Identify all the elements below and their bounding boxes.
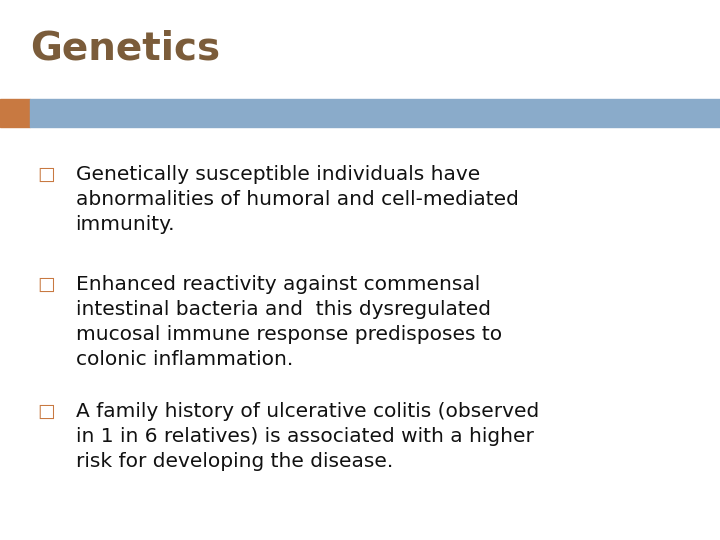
Bar (30, 99, 720, 127)
Text: □: □ (37, 275, 55, 294)
Text: Genetically susceptible individuals have
abnormalities of humoral and cell-media: Genetically susceptible individuals have… (76, 165, 518, 234)
Text: □: □ (37, 402, 55, 421)
Text: □: □ (37, 165, 55, 184)
Bar (0, 99, 30, 127)
Text: Enhanced reactivity against commensal
intestinal bacteria and  this dysregulated: Enhanced reactivity against commensal in… (76, 275, 502, 369)
Text: A family history of ulcerative colitis (observed
in 1 in 6 relatives) is associa: A family history of ulcerative colitis (… (76, 402, 539, 471)
Text: Genetics: Genetics (30, 30, 220, 68)
